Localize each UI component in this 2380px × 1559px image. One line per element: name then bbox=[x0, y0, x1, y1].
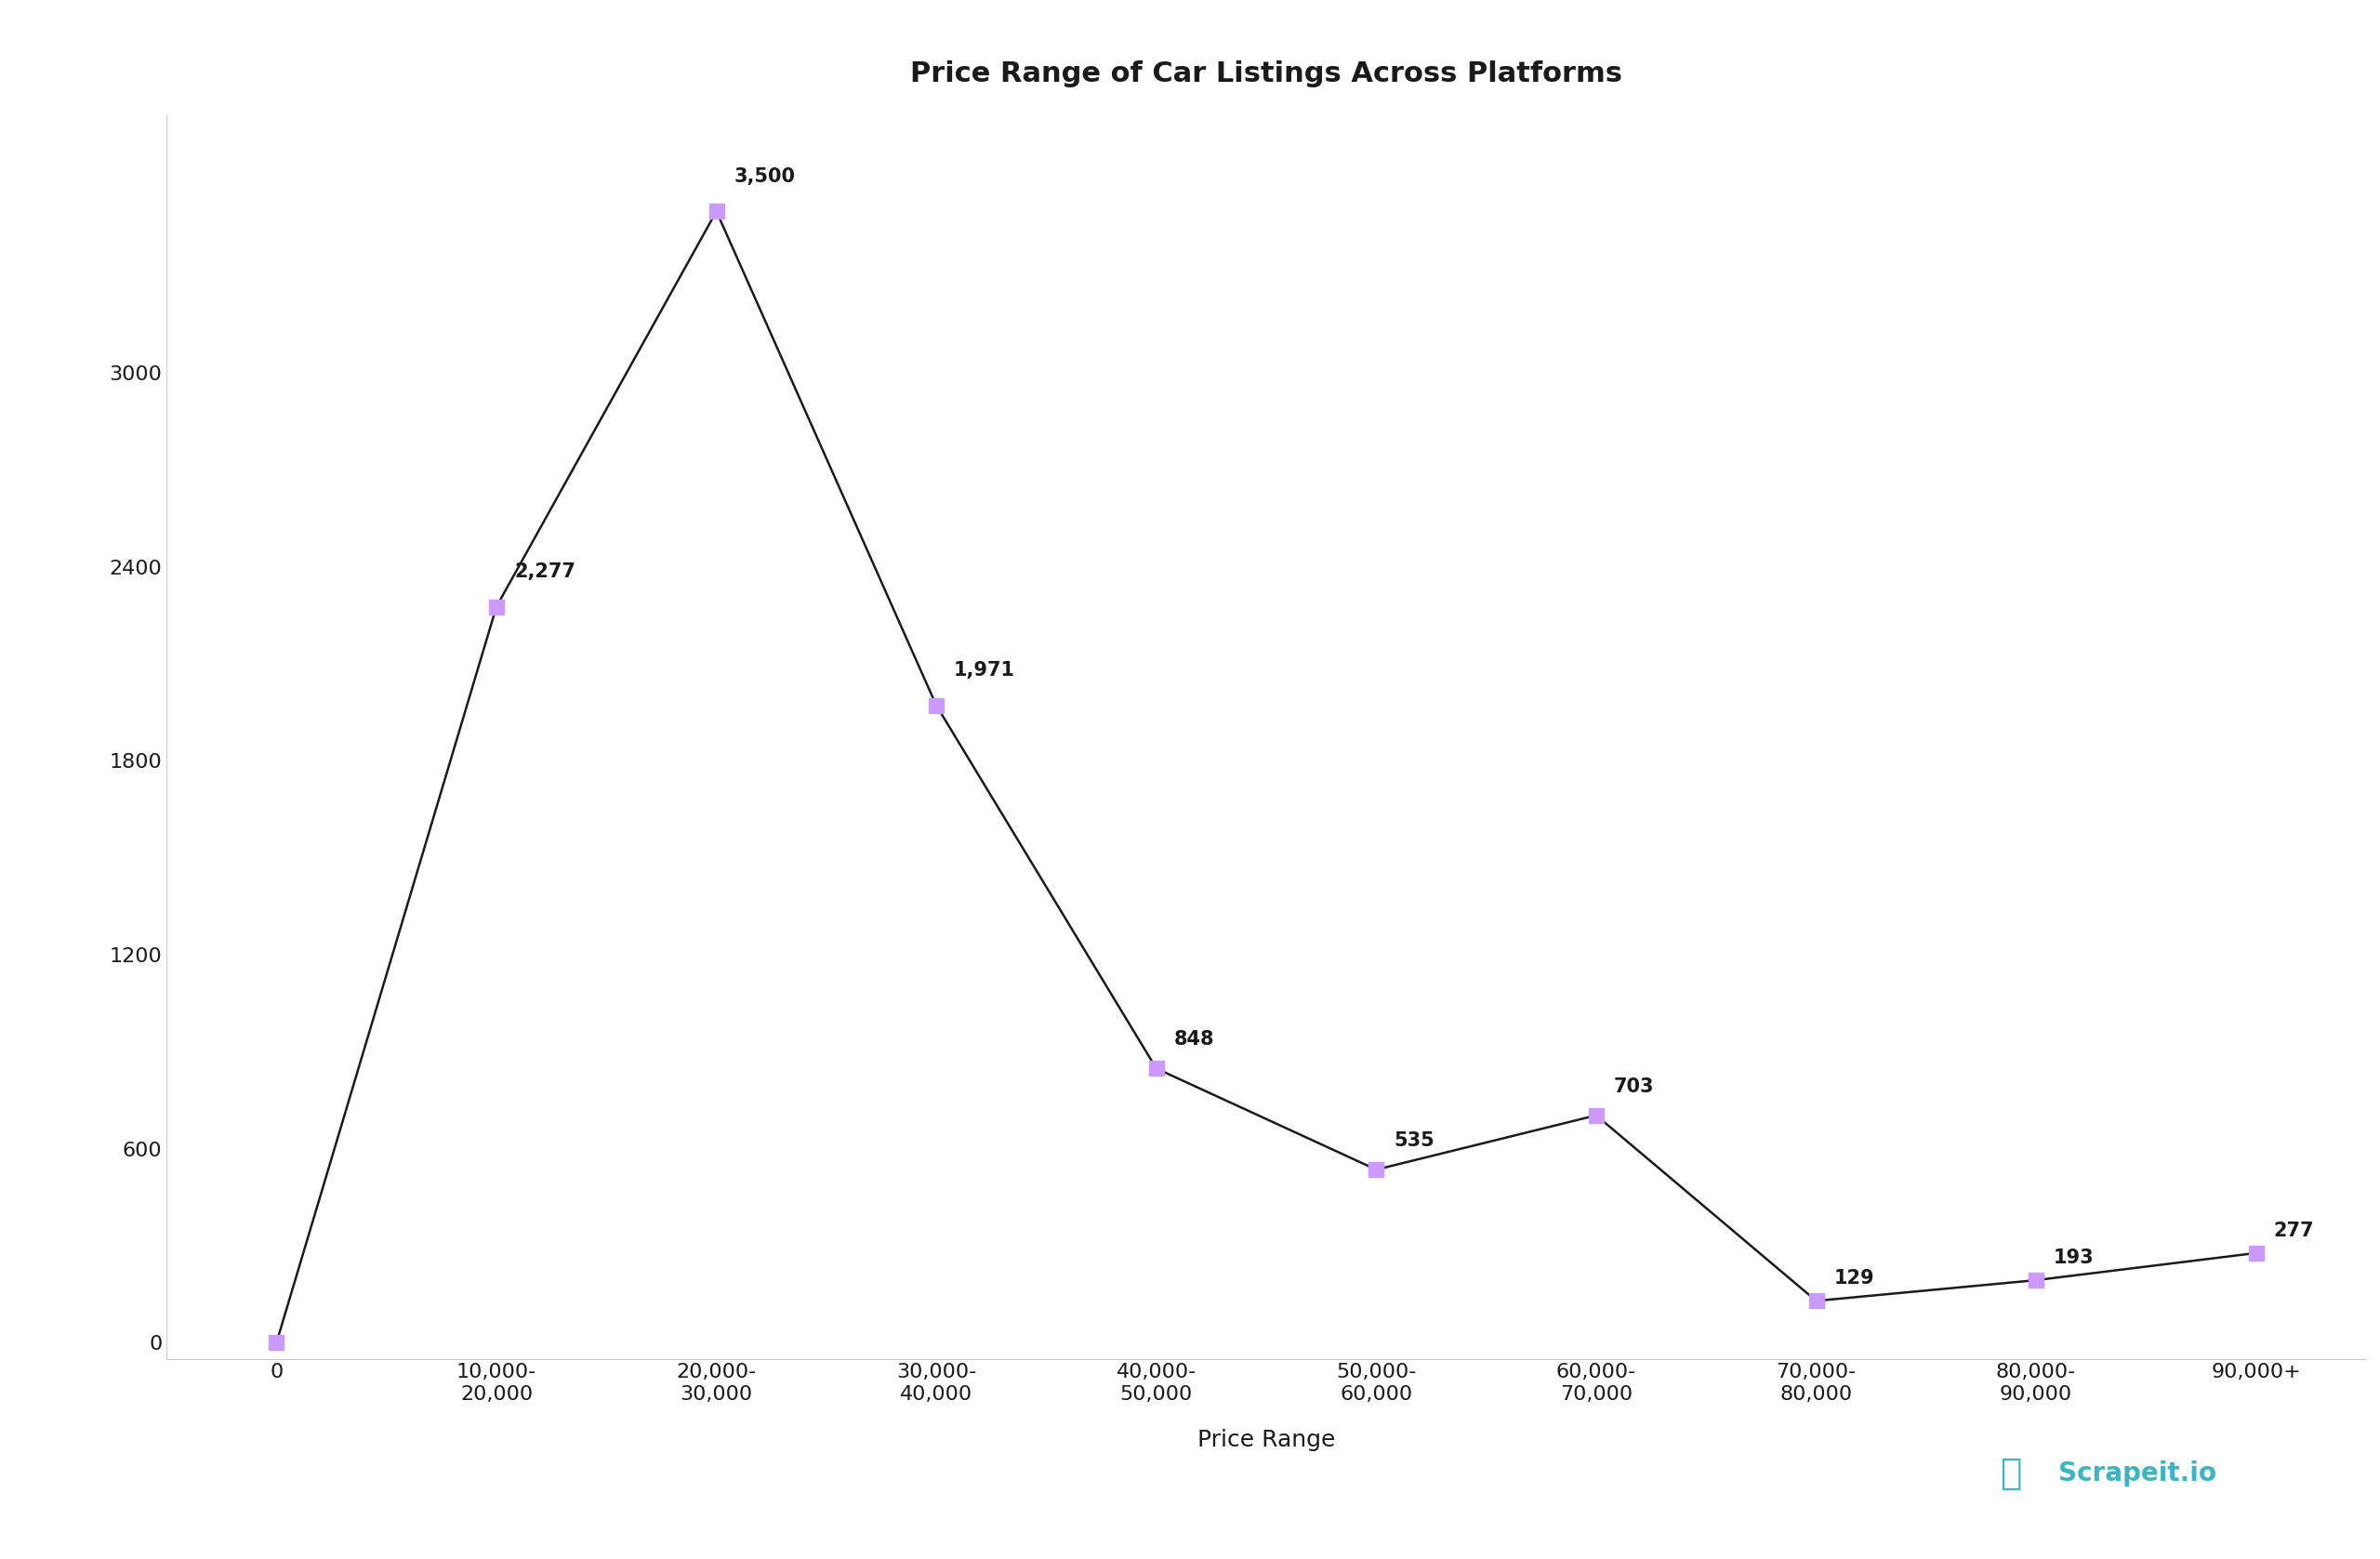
Point bbox=[2018, 1267, 2056, 1292]
Text: ⛨: ⛨ bbox=[1999, 1456, 2023, 1490]
Text: 2,277: 2,277 bbox=[514, 563, 576, 582]
Text: 193: 193 bbox=[2054, 1249, 2094, 1267]
Title: Price Range of Car Listings Across Platforms: Price Range of Car Listings Across Platf… bbox=[909, 61, 1623, 87]
Point bbox=[478, 594, 516, 619]
Point bbox=[916, 694, 954, 719]
Text: 1,971: 1,971 bbox=[954, 661, 1016, 680]
Text: Scrapeit.io: Scrapeit.io bbox=[2059, 1461, 2216, 1486]
Text: 703: 703 bbox=[1614, 1077, 1654, 1096]
Point bbox=[1138, 1055, 1176, 1080]
Text: 277: 277 bbox=[2273, 1222, 2313, 1239]
Text: 129: 129 bbox=[1833, 1269, 1875, 1288]
Text: 3,500: 3,500 bbox=[733, 167, 795, 186]
Text: 535: 535 bbox=[1395, 1132, 1435, 1151]
Point bbox=[257, 1330, 295, 1355]
Point bbox=[1797, 1288, 1835, 1313]
Text: 848: 848 bbox=[1173, 1030, 1214, 1049]
X-axis label: Price Range: Price Range bbox=[1197, 1430, 1335, 1451]
Point bbox=[697, 200, 735, 224]
Point bbox=[2237, 1241, 2275, 1266]
Point bbox=[1578, 1102, 1616, 1127]
Point bbox=[1357, 1157, 1395, 1182]
